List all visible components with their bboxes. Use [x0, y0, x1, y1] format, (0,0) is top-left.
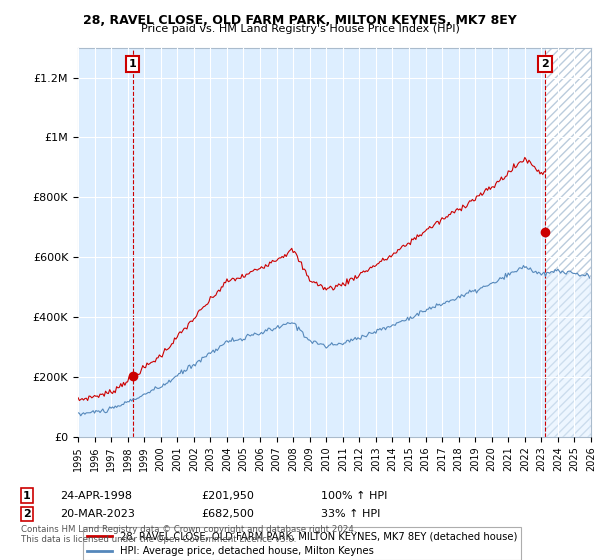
Text: 28, RAVEL CLOSE, OLD FARM PARK, MILTON KEYNES, MK7 8EY: 28, RAVEL CLOSE, OLD FARM PARK, MILTON K… [83, 14, 517, 27]
Text: 2: 2 [541, 59, 549, 69]
Text: £201,950: £201,950 [201, 491, 254, 501]
Text: 2: 2 [23, 509, 31, 519]
Text: Contains HM Land Registry data © Crown copyright and database right 2024.
This d: Contains HM Land Registry data © Crown c… [21, 525, 356, 544]
Text: Price paid vs. HM Land Registry's House Price Index (HPI): Price paid vs. HM Land Registry's House … [140, 24, 460, 34]
Text: 1: 1 [129, 59, 137, 69]
Bar [545, 48, 591, 437]
Text: 24-APR-1998: 24-APR-1998 [60, 491, 132, 501]
Text: £682,500: £682,500 [201, 509, 254, 519]
Text: 20-MAR-2023: 20-MAR-2023 [60, 509, 135, 519]
Legend: 28, RAVEL CLOSE, OLD FARM PARK, MILTON KEYNES, MK7 8EY (detached house), HPI: Av: 28, RAVEL CLOSE, OLD FARM PARK, MILTON K… [83, 528, 521, 560]
Text: 1: 1 [23, 491, 31, 501]
Text: 33% ↑ HPI: 33% ↑ HPI [321, 509, 380, 519]
Bar [545, 48, 591, 437]
Text: 100% ↑ HPI: 100% ↑ HPI [321, 491, 388, 501]
